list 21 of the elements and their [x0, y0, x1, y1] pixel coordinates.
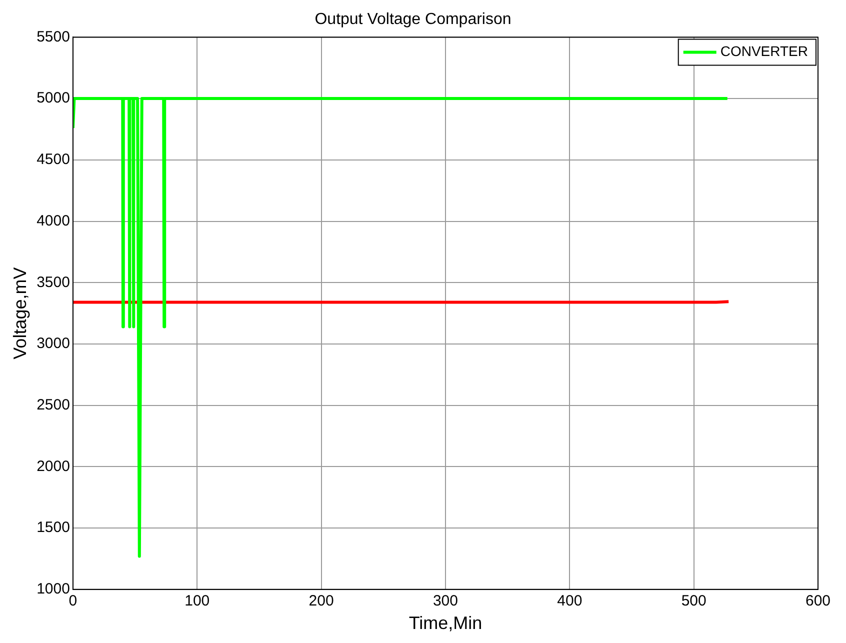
y-tick-label: 2500 [36, 396, 70, 414]
x-axis-title: Time,Min [408, 613, 482, 634]
x-tick-label: 400 [557, 592, 582, 610]
y-tick-label: 5000 [36, 90, 70, 107]
chart-title: Output Voltage Comparison [314, 11, 512, 28]
y-tick-label: 5500 [36, 28, 70, 46]
legend-label: CONVERTER [720, 43, 808, 60]
y-tick-label: 4500 [36, 151, 70, 168]
y-tick-label: 3000 [36, 335, 70, 352]
y-tick-label: 4000 [36, 212, 70, 230]
x-tick-label: 300 [432, 592, 458, 610]
x-tick-label: 200 [308, 592, 334, 610]
x-tick-label: 100 [184, 592, 210, 610]
y-tick-label: 2000 [36, 458, 70, 475]
y-tick-label: 3500 [36, 274, 70, 291]
x-tick-label: 0 [68, 592, 78, 610]
y-tick-label: 1500 [36, 519, 70, 536]
y-tick-label: 1000 [36, 580, 70, 598]
x-tick-label: 600 [805, 592, 831, 610]
x-tick-label: 500 [681, 592, 706, 610]
y-axis-title: Voltage,mV [10, 267, 30, 360]
